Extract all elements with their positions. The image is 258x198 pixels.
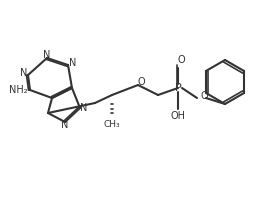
Text: O: O <box>137 77 145 87</box>
Text: N: N <box>61 120 69 130</box>
Text: N: N <box>43 50 51 60</box>
Text: N: N <box>20 68 28 78</box>
Text: OH: OH <box>171 111 186 121</box>
Text: O: O <box>177 55 185 65</box>
Text: CH₃: CH₃ <box>104 120 120 129</box>
Text: O: O <box>200 91 208 101</box>
Text: P: P <box>175 83 181 93</box>
Text: N: N <box>80 103 88 113</box>
Text: N: N <box>69 58 77 68</box>
Text: NH₂: NH₂ <box>9 85 27 95</box>
